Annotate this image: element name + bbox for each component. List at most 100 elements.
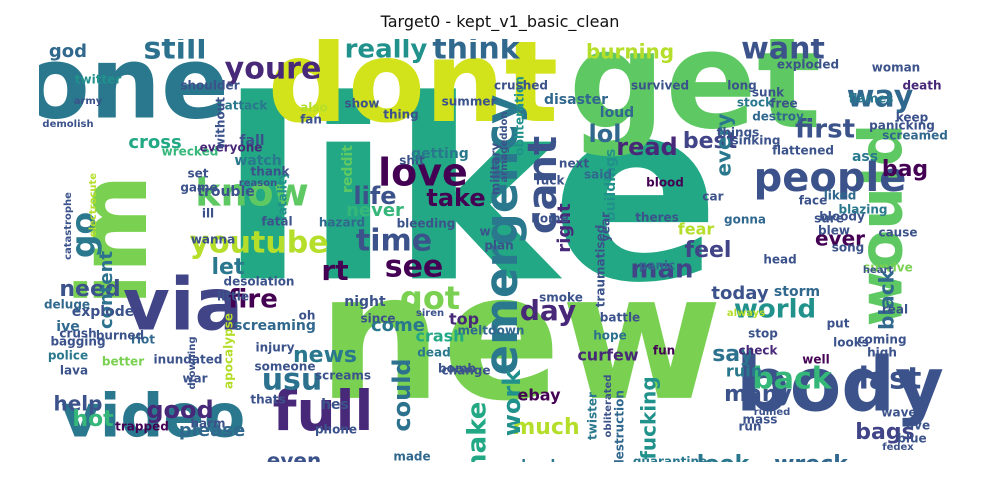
word-fedex: fedex (882, 442, 914, 453)
word-video: video (61, 382, 246, 452)
word-mass: mass (743, 413, 778, 427)
word-bags: bags (855, 420, 914, 445)
word-cross: cross (128, 132, 181, 153)
word-blood: blood (646, 176, 684, 190)
word-obliteration: obliteration (513, 76, 527, 156)
word-fucking: fucking (637, 376, 661, 460)
word-buildings: buildings (603, 149, 619, 222)
word-war: war (182, 372, 207, 386)
word-cause: cause (878, 226, 917, 240)
word-panic: panic (639, 259, 675, 273)
word-shoulder: shoulder (180, 79, 239, 93)
word-stop: stop (748, 327, 778, 341)
word-electrocute: electrocute (88, 173, 99, 237)
word-police: police (48, 349, 88, 363)
word-news: news (293, 343, 357, 368)
word-god: god (49, 41, 87, 62)
word-emergency: emergency (475, 95, 528, 376)
word-right: right (554, 203, 575, 253)
word-everyone: everyone (200, 141, 263, 155)
word-screaming: screaming (234, 318, 316, 334)
word-one: one (39, 39, 229, 141)
word-cant: cant (520, 136, 566, 234)
word-live: live (906, 419, 930, 433)
word-survived: survived (631, 79, 689, 93)
word-coming: coming (857, 333, 906, 347)
word-exploded: exploded (777, 58, 839, 72)
word-face: face (799, 194, 828, 208)
word-siren: siren (416, 308, 444, 319)
word-flattened: flattened (772, 144, 834, 158)
word-ive: ive (56, 319, 79, 335)
word-panicking: panicking (869, 119, 935, 133)
word-full: full (273, 379, 374, 443)
word-put: put (827, 317, 850, 331)
word-way: way (847, 80, 914, 115)
word-home: home (531, 212, 568, 226)
word-rt: rt (321, 254, 348, 287)
word-fatal: fatal (261, 215, 292, 229)
word-head: head (763, 253, 796, 267)
word-getting: getting (411, 146, 469, 162)
word-phone: phone (315, 423, 357, 437)
word-bagging: bagging (50, 335, 105, 349)
word-explode: explode (72, 304, 134, 320)
word-burned: burned (96, 329, 144, 343)
word-death: death (902, 79, 941, 93)
word-ebay: ebay (517, 386, 561, 405)
word-life: life (353, 182, 396, 210)
word-go: go (64, 212, 103, 258)
word-storm: storm (774, 284, 820, 300)
word-hot: hot (72, 407, 114, 432)
word-screamed: screamed (882, 129, 948, 143)
word-youtube: youtube (189, 226, 328, 261)
word-drowning: drowning (187, 336, 198, 389)
chart-title: Target0 - kept_v1_basic_clean (380, 12, 620, 31)
word-armageddon: armageddon (499, 111, 510, 182)
word-destroy: destroy (752, 110, 804, 124)
word-let: let (212, 255, 245, 280)
word-meltdown: meltdown (458, 324, 525, 338)
word-little: little (217, 290, 249, 304)
word-first: first (795, 115, 855, 145)
word-today: today (711, 283, 768, 304)
word-song: song (832, 241, 865, 255)
word-feel: feel (685, 238, 732, 263)
word-fear: fear (678, 220, 715, 239)
word-ever: ever (815, 227, 865, 251)
word-curfew: curfew (577, 346, 639, 365)
word-best: best (683, 129, 738, 154)
word-usu: usu (262, 363, 323, 398)
word-traumatised: traumatised (594, 225, 608, 308)
word-love: love (378, 151, 468, 195)
word-stock: stock (737, 96, 774, 110)
word-game: game (180, 181, 217, 195)
word-sure: sure (814, 212, 844, 226)
word-cloud: like new get dont one im body via video would full… (39, 39, 961, 462)
word-got: got (400, 279, 460, 317)
word-also: also (300, 101, 328, 115)
word-summer: summer (442, 95, 497, 109)
word-wave: wave (881, 406, 916, 420)
word-keep: keep (896, 111, 929, 125)
word-trouble: trouble (197, 184, 255, 200)
word-people: people (754, 155, 907, 201)
word-take: take (426, 184, 485, 212)
word-since: since (360, 312, 395, 326)
word-day: day (520, 294, 576, 327)
word-via: via (123, 263, 243, 347)
word-im: im (59, 174, 169, 306)
word-shit: shit (399, 154, 425, 168)
word-come: come (371, 315, 425, 336)
word-harm: harm (190, 417, 225, 431)
word-w: w (479, 225, 490, 239)
word-still: still (143, 39, 206, 67)
word-smoke: smoke (539, 291, 583, 305)
word-ruined: ruined (754, 407, 791, 418)
word-army: army (74, 96, 103, 107)
word-sinking: sinking (731, 134, 780, 148)
word-new: new (318, 237, 723, 440)
word-oh: oh (299, 309, 316, 323)
word-like: like (220, 46, 721, 337)
